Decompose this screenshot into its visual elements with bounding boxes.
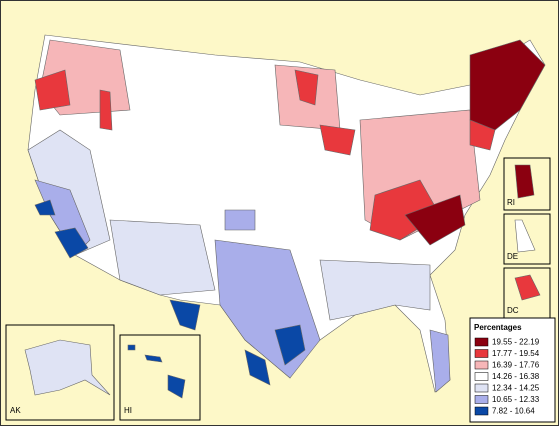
region — [514, 274, 541, 301]
inset-label: RI — [507, 198, 515, 207]
region — [34, 69, 71, 111]
legend-swatch — [474, 383, 489, 393]
legend-label: 14.26 - 16.38 — [492, 372, 540, 381]
region — [54, 227, 89, 259]
inset-label: HI — [124, 406, 132, 415]
inset-label: AK — [10, 406, 21, 415]
region — [319, 124, 356, 156]
legend-frame — [469, 317, 556, 423]
legend-label: 19.55 - 22.19 — [492, 338, 540, 347]
us-map — [27, 34, 546, 393]
region — [144, 354, 163, 363]
region — [244, 349, 271, 386]
inset-label: DC — [507, 306, 519, 315]
region — [99, 89, 113, 131]
legend-label: 12.34 - 14.25 — [492, 384, 540, 393]
region — [514, 164, 535, 199]
legend-label: 7.82 - 10.64 — [492, 407, 535, 416]
inset-ri: RI — [503, 157, 551, 211]
legend-swatch — [474, 406, 489, 416]
inset-dc: DC — [503, 267, 551, 319]
region — [224, 209, 256, 231]
inset-de: DE — [503, 213, 551, 265]
region — [34, 199, 56, 216]
legend-label: 10.65 - 12.33 — [492, 395, 540, 404]
legend-swatch — [474, 372, 489, 381]
region — [404, 194, 466, 246]
legend: Percentages 19.55 - 22.19 17.77 - 19.54 16… — [469, 317, 556, 423]
legend-swatch — [474, 337, 489, 347]
region — [469, 119, 496, 151]
inset-label: DE — [507, 252, 518, 261]
region — [169, 299, 201, 331]
region — [24, 339, 111, 396]
region — [109, 219, 216, 296]
legend-swatch — [474, 395, 489, 404]
legend-label: 16.39 - 17.76 — [492, 361, 540, 370]
region — [429, 329, 451, 393]
region — [127, 344, 136, 351]
legend-swatch — [474, 360, 489, 370]
region — [514, 219, 536, 253]
legend-title: Percentages — [474, 323, 522, 332]
legend-label: 17.77 - 19.54 — [492, 349, 540, 358]
inset-hi: HI — [119, 334, 201, 421]
region — [167, 374, 186, 399]
region — [319, 259, 431, 321]
legend-swatch — [474, 349, 489, 358]
inset-ak: AK — [5, 324, 115, 421]
region — [274, 324, 306, 366]
region — [294, 69, 319, 106]
